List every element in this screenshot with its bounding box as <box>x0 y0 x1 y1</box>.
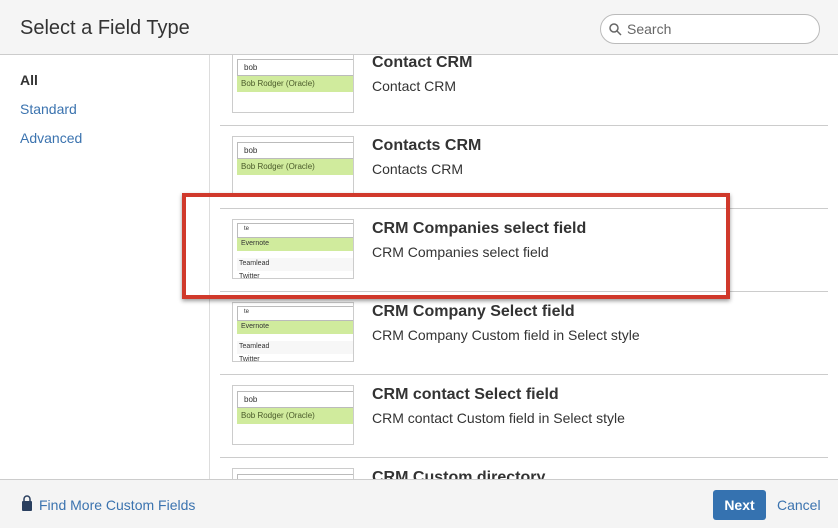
preview-selected-option: Evernote <box>237 238 353 251</box>
field-type-title: CRM contact Select field <box>372 386 559 403</box>
sidebar: All Standard Advanced <box>0 55 210 479</box>
preview-input: te <box>237 223 353 238</box>
preview-selected-option: Evernote <box>237 321 353 334</box>
field-preview-image: te Evernote Teamlead Twitter <box>232 219 354 279</box>
sidebar-item-all[interactable]: All <box>20 72 38 88</box>
field-type-list[interactable]: bob Bob Rodger (Oracle) Contact CRM Conta… <box>210 55 838 479</box>
preview-selected-option: Bob Rodger (Oracle) <box>237 159 353 175</box>
field-preview-image: bob Bob Rodger (Oracle) <box>232 385 354 445</box>
dialog-title: Select a Field Type <box>20 17 190 39</box>
field-preview-image: bob Bob Rodger (Oracle) <box>232 55 354 113</box>
field-type-title: CRM Custom directory <box>372 469 546 479</box>
preview-input: bob <box>237 59 353 76</box>
field-type-description: CRM contact Custom field in Select style <box>372 410 625 426</box>
field-type-title: CRM Company Select field <box>372 303 575 320</box>
dialog-header: Select a Field Type Search <box>0 0 838 55</box>
next-button[interactable]: Next <box>713 490 766 520</box>
preview-option: Teamlead <box>237 341 353 354</box>
field-type-title: CRM Companies select field <box>372 220 587 237</box>
preview-input: bob <box>237 391 353 408</box>
dialog-footer: Find More Custom Fields Next Cancel <box>0 479 838 528</box>
highlight-box <box>182 193 730 299</box>
preview-option: Twitter <box>237 354 353 361</box>
preview-selected-option: Bob Rodger (Oracle) <box>237 76 353 92</box>
preview-selected-option: Bob Rodger (Oracle) <box>237 408 353 424</box>
field-type-item[interactable]: te Evernote Teamlead Twitter CRM Company Se… <box>220 291 828 374</box>
field-preview-image: bob Bob Rodger (Oracle) <box>232 136 354 196</box>
preview-input: bob <box>237 142 353 159</box>
field-type-description: CRM Companies select field <box>372 244 549 260</box>
field-type-description: CRM Company Custom field in Select style <box>372 327 640 343</box>
field-preview-image <box>232 468 354 479</box>
search-input[interactable]: Search <box>600 14 820 44</box>
field-type-title: Contact CRM <box>372 55 473 71</box>
preview-input: te <box>237 306 353 321</box>
preview-option: Teamlead <box>237 258 353 271</box>
field-type-description: Contacts CRM <box>372 161 464 177</box>
field-type-item[interactable]: bob Bob Rodger (Oracle) Contacts CRM Cont… <box>220 125 828 208</box>
field-type-title: Contacts CRM <box>372 137 482 154</box>
field-preview-image: te Evernote Teamlead Twitter <box>232 302 354 362</box>
sidebar-item-advanced[interactable]: Advanced <box>20 130 83 146</box>
find-more-custom-fields-link[interactable]: Find More Custom Fields <box>39 497 196 513</box>
field-type-item[interactable]: bob Bob Rodger (Oracle) CRM contact Selec… <box>220 374 828 457</box>
search-icon <box>609 23 622 36</box>
field-type-item[interactable]: bob Bob Rodger (Oracle) Contact CRM Conta… <box>220 55 828 125</box>
field-type-item[interactable]: CRM Custom directory <box>220 457 828 479</box>
cancel-button[interactable]: Cancel <box>777 497 821 513</box>
preview-option: Twitter <box>237 271 353 278</box>
marketplace-bag-icon <box>22 495 32 511</box>
search-placeholder: Search <box>627 21 672 37</box>
preview-input <box>237 474 353 479</box>
field-type-description: Contact CRM <box>372 78 457 94</box>
sidebar-item-standard[interactable]: Standard <box>20 101 77 117</box>
field-type-item[interactable]: te Evernote Teamlead Twitter CRM Companies … <box>220 208 828 291</box>
